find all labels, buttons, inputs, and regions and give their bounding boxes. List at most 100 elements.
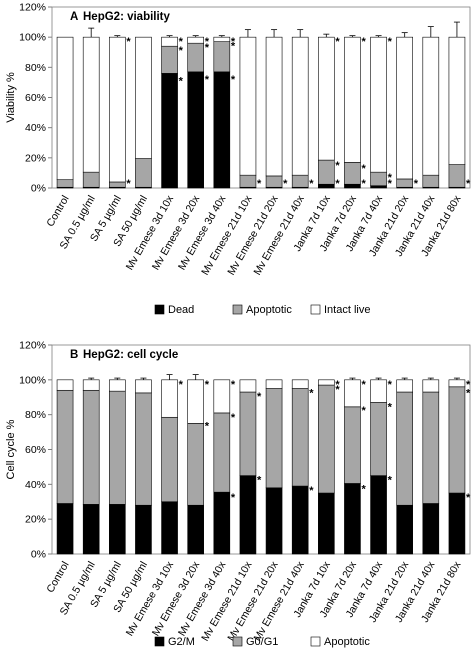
bar-segment-g0-g1 [396, 391, 413, 506]
significance-star: * [388, 36, 393, 48]
bar-segment-apoptotic [344, 162, 361, 185]
significance-star: * [205, 379, 210, 391]
bar-segment-g2-m [239, 475, 257, 555]
significance-star: * [388, 172, 393, 184]
bar-segment-intact-live [291, 36, 309, 176]
bar-segment-intact-live [265, 36, 283, 177]
y-tick-label: 60% [25, 92, 46, 104]
bar-segment-intact-live [318, 36, 335, 161]
bar-segment-apoptotic [370, 171, 387, 187]
significance-star: * [335, 384, 340, 396]
bar-segment-intact-live [161, 36, 178, 47]
bar-segment-apoptotic [56, 179, 74, 188]
y-tick-label: 40% [25, 479, 46, 491]
significance-star: * [335, 36, 340, 48]
bar-segment-apoptotic [109, 181, 126, 188]
y-tick-label: 100% [19, 32, 46, 44]
y-tick-label: 20% [25, 152, 46, 164]
bar-segment-g2-m [396, 504, 413, 555]
bar-segment-apoptotic [396, 379, 413, 393]
significance-star: * [205, 36, 210, 48]
y-tick-label: 20% [25, 514, 46, 526]
panel-letter: B [70, 349, 78, 361]
y-tick-label: 80% [25, 409, 46, 421]
y-tick-label: 40% [25, 122, 46, 134]
significance-star: * [179, 379, 184, 391]
legend-swatch [154, 636, 165, 647]
bar-segment-g0-g1 [344, 406, 361, 484]
bar-segment-g0-g1 [56, 389, 74, 504]
significance-star: * [205, 42, 210, 54]
bar-segment-apoptotic [187, 42, 204, 73]
y-tick-label: 60% [25, 444, 46, 456]
significance-star: * [361, 379, 366, 391]
bar-segment-apoptotic [265, 379, 283, 389]
significance-star: * [361, 163, 366, 175]
panel-title: HepG2: viability [83, 11, 171, 23]
significance-star: * [309, 485, 314, 497]
bar-segment-g0-g1 [161, 416, 178, 503]
legend-swatch [232, 636, 243, 647]
significance-star: * [361, 405, 366, 417]
y-axis-label: Cell cycle % [5, 419, 17, 479]
legend-label: Dead [168, 304, 194, 316]
panel-a-viability: 0% 20% 40% 60% 80% 100% 120% Viability % A HepG2:… [5, 2, 471, 317]
significance-star: * [205, 74, 210, 86]
significance-star: * [205, 421, 210, 433]
bar-segment-apoptotic [291, 379, 309, 389]
bar-segment-intact-live [396, 36, 413, 180]
bar-segment-g0-g1 [109, 390, 126, 505]
significance-star: * [466, 388, 471, 400]
legend-swatch [310, 304, 321, 315]
legend-label: Intact live [324, 304, 370, 316]
bar-segment-dead [213, 71, 231, 189]
y-axis-label: Viability % [5, 72, 17, 123]
significance-star: * [388, 401, 393, 413]
significance-star: * [283, 178, 288, 190]
legend-swatch [310, 636, 321, 647]
bar-segment-g2-m [318, 492, 335, 555]
bar-segment-apoptotic [239, 174, 257, 188]
significance-star: * [126, 36, 131, 48]
significance-star: * [231, 74, 236, 86]
y-tick-label: 0% [31, 549, 46, 561]
significance-star: * [361, 483, 366, 495]
bar-segment-g2-m [161, 501, 178, 555]
bar-segment-apoptotic [213, 379, 231, 414]
bar-segment-g2-m [344, 483, 361, 555]
significance-star: * [179, 45, 184, 57]
bar-segment-g2-m [448, 492, 466, 555]
bar-segment-g0-g1 [265, 388, 283, 489]
bar-segment-apoptotic [109, 379, 126, 392]
bar-segment-apoptotic [265, 175, 283, 188]
bar-segment-apoptotic [448, 164, 466, 188]
bar-segment-g0-g1 [239, 391, 257, 476]
bar-segment-g0-g1 [187, 423, 204, 506]
significance-star: * [257, 391, 262, 403]
category-label: Control [44, 560, 71, 595]
bar-segment-g2-m [82, 504, 100, 555]
bar-segment-intact-live [239, 36, 257, 176]
bar-segment-intact-live [187, 36, 204, 44]
bar-segment-apoptotic [161, 45, 178, 74]
legend-label: Apoptotic [246, 304, 292, 316]
significance-star: * [231, 492, 236, 504]
significance-star: * [335, 178, 340, 190]
bar-segment-apoptotic [344, 379, 361, 408]
significance-star: * [179, 75, 184, 87]
bar-segment-intact-live [422, 36, 440, 176]
panel-b-cell-cycle: 0% 20% 40% 60% 80% 100% 120% Cell cycle % B HepG2… [5, 340, 471, 649]
significance-star: * [231, 41, 236, 53]
bar-segment-apoptotic [82, 171, 100, 188]
significance-star: * [179, 36, 184, 48]
bar-segment-intact-live [109, 36, 126, 183]
significance-star: * [309, 178, 314, 190]
legend-label: Apoptotic [324, 636, 370, 648]
bar-segment-apoptotic [370, 379, 387, 403]
legend-label: G2/M [168, 636, 195, 648]
bar-segment-g0-g1 [448, 386, 466, 494]
significance-star: * [414, 178, 419, 190]
y-tick-label: 100% [19, 374, 46, 386]
significance-star: * [466, 492, 471, 504]
